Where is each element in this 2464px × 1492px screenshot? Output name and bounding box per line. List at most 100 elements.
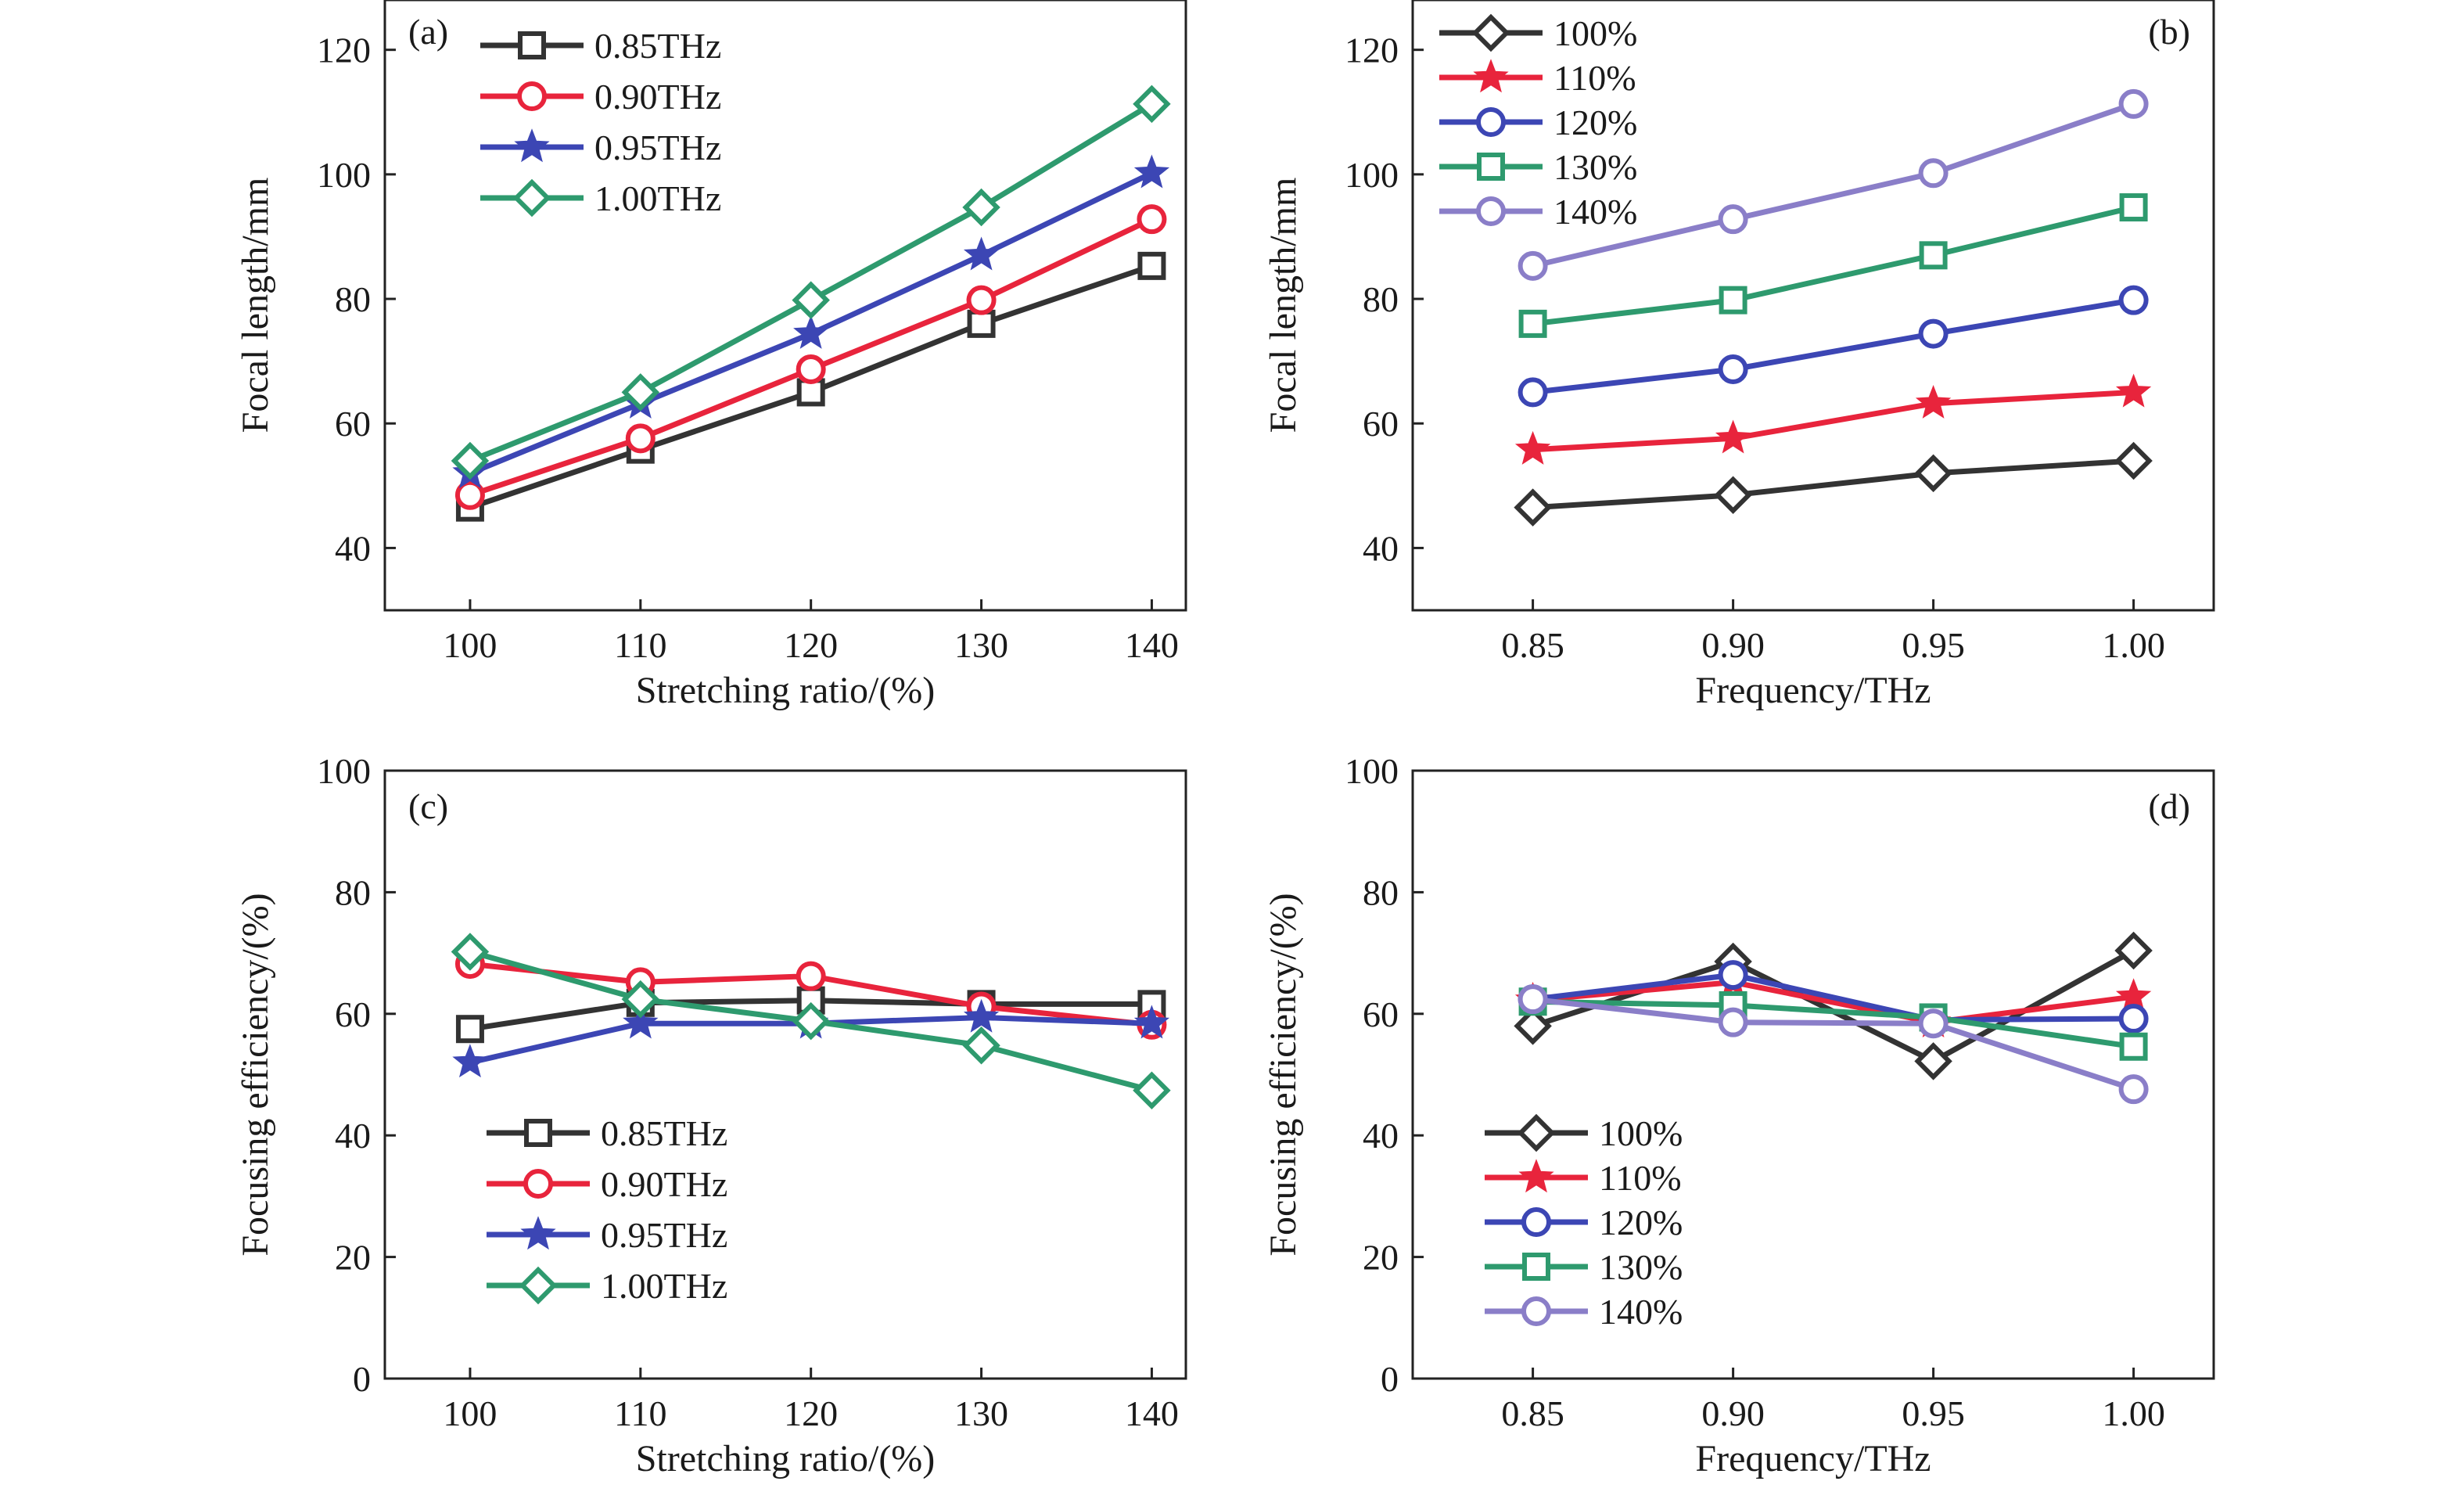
data-point — [1514, 488, 1552, 527]
x-tick-label: 1.00 — [2102, 625, 2165, 665]
legend-item: 110% — [1485, 1158, 1682, 1198]
legend-item: 120% — [1485, 1203, 1683, 1242]
data-point — [452, 1044, 488, 1078]
series-line — [1532, 458, 2134, 511]
data-point — [623, 1005, 659, 1039]
data-point — [2114, 931, 2153, 970]
x-tick-label: 0.90 — [1701, 625, 1765, 665]
data-point — [2118, 1004, 2149, 1034]
legend-item: 100% — [1485, 1113, 1683, 1153]
data-point — [1137, 204, 1167, 235]
legend-item: 130% — [1485, 1247, 1683, 1287]
legend-marker — [523, 1169, 553, 1199]
chart-panel-3: 100 110 120 130 140 0 20 40 60 80 100 Stretching ra… — [235, 751, 1187, 1479]
y-tick-label: 120 — [1345, 31, 1399, 70]
legend-marker — [1477, 153, 1505, 181]
legend-marker — [1517, 1113, 1556, 1152]
y-tick-label: 0 — [353, 1359, 371, 1399]
series-line — [1532, 996, 2135, 1092]
data-point — [963, 236, 1000, 271]
series-0.95THz — [452, 154, 1170, 489]
chart-panel-2: 0.85 0.90 0.95 1.00 40 60 80 100 120 Frequency/TH… — [1263, 0, 2215, 711]
legend-marker — [512, 178, 551, 218]
data-point — [796, 961, 826, 991]
data-point — [792, 1001, 830, 1041]
series-line — [1532, 979, 2135, 1026]
data-point — [2119, 193, 2148, 222]
series-line — [1532, 101, 2135, 269]
data-point — [1133, 154, 1170, 189]
series-120% — [1518, 285, 2149, 408]
y-tick-label: 100 — [1345, 155, 1399, 195]
x-tick-label: 140 — [1125, 1393, 1179, 1433]
legend-label: 0.90THz — [594, 77, 721, 117]
data-point — [1914, 454, 1952, 493]
x-tick-label: 100 — [443, 625, 497, 665]
data-point — [1918, 158, 1949, 189]
data-point — [1914, 1042, 1952, 1080]
data-point — [1719, 286, 1747, 315]
y-tick-label: 120 — [317, 31, 371, 70]
legend-marker — [517, 81, 547, 111]
legend-label: 0.95THz — [594, 128, 721, 167]
data-point — [2118, 88, 2149, 119]
x-tick-label: 120 — [784, 1393, 838, 1433]
legend-marker — [514, 128, 550, 163]
y-axis-title: Focal length/mm — [1263, 178, 1304, 433]
data-point — [1915, 385, 1952, 419]
data-point — [1133, 1071, 1171, 1109]
legend-label: 0.95THz — [601, 1215, 727, 1255]
legend-item: 0.85THz — [480, 26, 721, 66]
panel-tag: (c) — [408, 786, 448, 826]
legend-item: 130% — [1439, 147, 1637, 187]
data-point — [1718, 204, 1748, 235]
data-point — [625, 423, 656, 454]
legend-item: 0.95THz — [487, 1215, 727, 1255]
x-tick-label: 1.00 — [2102, 1393, 2165, 1433]
legend-item: 100% — [1439, 13, 1637, 53]
panel-tag: (a) — [408, 12, 448, 52]
series-1.00THz — [451, 84, 1171, 480]
series-140% — [1518, 984, 2149, 1105]
series-line — [1532, 297, 2135, 395]
data-point — [455, 1015, 484, 1044]
data-point — [792, 281, 830, 319]
legend-marker — [1476, 196, 1506, 226]
data-point — [1133, 84, 1171, 124]
y-tick-label: 100 — [1345, 751, 1399, 791]
data-point — [1919, 241, 1948, 270]
data-point — [621, 373, 660, 412]
data-point — [796, 354, 826, 384]
data-point — [1918, 318, 1949, 349]
legend-label: 120% — [1599, 1203, 1683, 1242]
x-tick-label: 130 — [954, 625, 1008, 665]
x-axis-title: Frequency/THz — [1695, 670, 1931, 711]
y-tick-label: 0 — [1381, 1359, 1399, 1399]
data-point — [2115, 373, 2152, 408]
x-tick-label: 110 — [614, 1393, 666, 1433]
legend-marker — [520, 1216, 556, 1250]
legend-marker — [1521, 1207, 1551, 1237]
legend-marker — [1471, 13, 1510, 52]
y-tick-label: 100 — [317, 155, 371, 195]
legend-label: 120% — [1553, 102, 1637, 142]
legend-marker — [1473, 59, 1509, 93]
x-tick-label: 0.95 — [1902, 1393, 1965, 1433]
series-100% — [1514, 441, 2153, 527]
legend-label: 1.00THz — [601, 1266, 727, 1306]
x-tick-label: 140 — [1125, 625, 1179, 665]
legend-label: 100% — [1599, 1113, 1683, 1153]
legend-label: 1.00THz — [594, 178, 721, 218]
legend-label: 130% — [1553, 147, 1637, 187]
data-point — [966, 285, 997, 315]
y-tick-label: 60 — [1363, 994, 1399, 1034]
series-0.90THz — [454, 204, 1167, 510]
x-axis-title: Stretching ratio/(%) — [636, 1438, 936, 1479]
legend-item: 120% — [1439, 102, 1637, 142]
data-point — [793, 315, 829, 349]
legend-marker — [1522, 1253, 1550, 1281]
data-point — [962, 188, 1000, 227]
data-point — [1133, 1005, 1170, 1039]
legend-item: 0.95THz — [480, 128, 721, 167]
